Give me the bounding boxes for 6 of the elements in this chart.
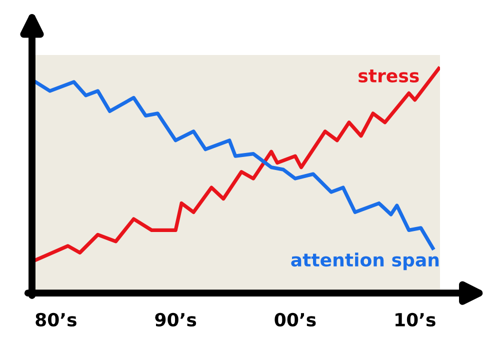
x-tick-label: 10’s	[396, 312, 436, 327]
x-tick-label: 00’s	[274, 312, 316, 327]
series-label: attention span	[291, 252, 439, 270]
x-tick-label: 80’s	[36, 312, 76, 327]
series-label: stress	[358, 70, 419, 82]
x-tick-label: 90’s	[155, 312, 196, 327]
